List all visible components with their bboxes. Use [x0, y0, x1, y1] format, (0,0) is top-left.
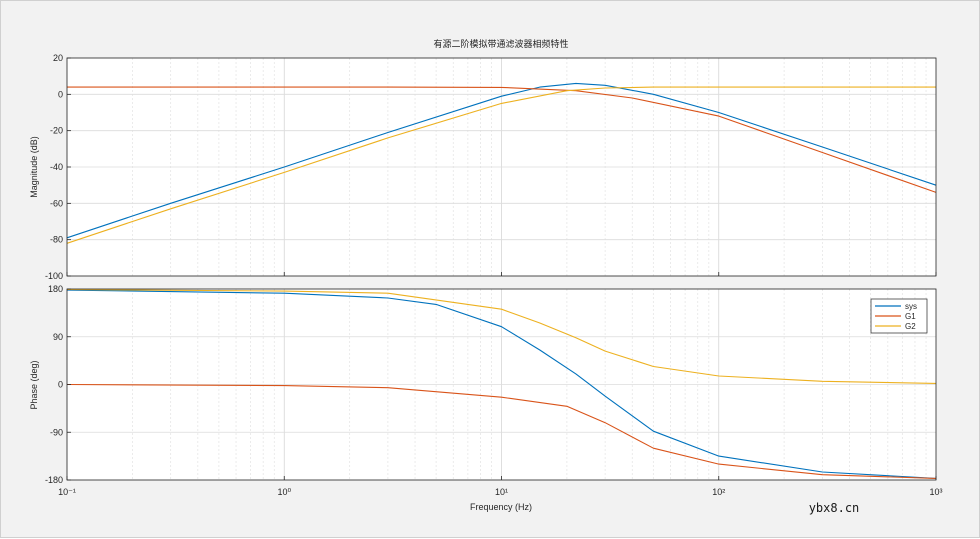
magnitude-axes: 20 0 -20 -40 -60 -80 -100: [45, 53, 937, 281]
frequency-xtick-label: 10¹: [495, 487, 508, 497]
magnitude-ytick-label: 0: [58, 89, 63, 99]
magnitude-ytick-label: -100: [45, 271, 63, 281]
phase-ytick-label: 180: [48, 284, 63, 294]
magnitude-series-g2-line: [66, 86, 936, 244]
phase-series-g1-line: [66, 383, 937, 479]
frequency-xtick-label: 10⁻¹: [58, 487, 76, 497]
magnitude-ytick-label: -80: [50, 235, 63, 245]
magnitude-ytick-label: -20: [50, 126, 63, 136]
magnitude-ytick-label: -40: [50, 162, 63, 172]
legend-label-g2: G2: [905, 322, 916, 331]
phase-ytick-label: 90: [53, 332, 63, 342]
frequency-xtick-label: 10³: [929, 487, 942, 497]
phase-series-sys-line: [66, 289, 937, 479]
phase-ytick-label: -90: [50, 427, 63, 437]
legend-label-g1: G1: [905, 312, 916, 321]
phase-ytick-label: 0: [58, 380, 63, 390]
legend-label-sys: sys: [905, 302, 917, 311]
magnitude-series-g1-line: [67, 86, 937, 193]
phase-series-g2-line: [66, 288, 937, 384]
watermark-text: ybx8.cn: [809, 501, 860, 515]
chart-title: 有源二阶模拟带通滤波器相频特性: [433, 38, 568, 50]
magnitude-axis-label: Magnitude (dB): [29, 136, 39, 198]
magnitude-ytick-label: 20: [53, 53, 63, 63]
magnitude-ytick-label: -60: [50, 198, 63, 208]
frequency-xtick-label: 10²: [712, 487, 725, 497]
phase-ytick-label: -180: [45, 475, 63, 485]
frequency-axis-label: Frequency (Hz): [470, 502, 532, 512]
magnitude-series-sys-line: [66, 82, 937, 239]
phase-axis-label: Phase (deg): [29, 360, 39, 409]
frequency-xtick-label: 10⁰: [277, 487, 291, 497]
